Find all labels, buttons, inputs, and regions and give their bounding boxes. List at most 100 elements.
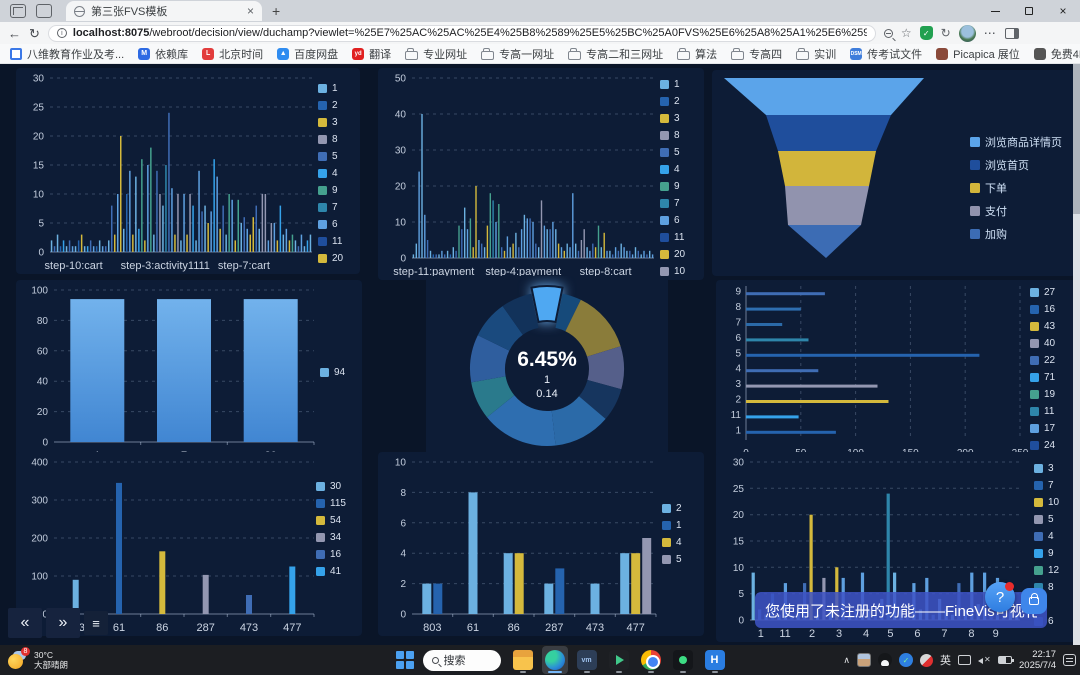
legend-item[interactable]: 27 (1030, 284, 1074, 301)
legend-item[interactable]: 3 (660, 110, 702, 127)
legend-item[interactable]: 1 (318, 80, 358, 97)
legend-item[interactable]: 17 (1030, 420, 1074, 437)
legend-item[interactable]: 10 (1034, 494, 1074, 511)
legend-item[interactable]: 71 (1030, 369, 1074, 386)
bookmark-item[interactable]: yd 翻译 (352, 46, 391, 62)
bookmark-item[interactable]: M 依赖库 (138, 46, 188, 62)
minimize-button[interactable] (978, 0, 1012, 22)
bookmark-item[interactable]: 专高一网址 (481, 46, 554, 62)
legend-item[interactable]: 115 (316, 495, 360, 512)
funnel-legend-item[interactable]: 下单 (970, 176, 1062, 199)
tab-close-icon[interactable]: × (246, 4, 254, 18)
bookmark-item[interactable]: Picapica 展位 (936, 46, 1020, 62)
legend-item[interactable]: 7 (318, 199, 358, 216)
legend-item[interactable]: 9 (318, 182, 358, 199)
tray-app-icon[interactable] (920, 653, 934, 667)
start-button[interactable] (396, 651, 414, 669)
legend-item[interactable]: 41 (316, 563, 360, 580)
edge-taskbar-button[interactable] (541, 646, 568, 674)
volume-muted-icon[interactable] (978, 655, 991, 666)
file-explorer-taskbar-button[interactable] (510, 646, 536, 674)
legend-item[interactable]: 6 (660, 212, 702, 229)
bookmark-item[interactable]: 免费4K高清壁纸-电... (1033, 46, 1080, 62)
legend-item[interactable]: 5 (318, 148, 358, 165)
legend-item[interactable]: 4 (1034, 528, 1074, 545)
back-icon[interactable]: ← (8, 25, 21, 41)
legend-item[interactable]: 5 (662, 551, 702, 568)
legend-item[interactable]: 20 (318, 250, 358, 267)
address-bar[interactable]: i localhost:8075/webroot/decision/view/d… (47, 24, 876, 42)
legend-item[interactable]: 8 (318, 131, 358, 148)
bookmark-item[interactable]: 专高四 (731, 46, 782, 62)
profile-avatar[interactable] (958, 24, 976, 42)
legend-item[interactable]: 11 (1030, 403, 1074, 420)
legend-item[interactable]: 9 (1034, 545, 1074, 562)
funnel-legend-item[interactable]: 浏览商品详情页 (970, 130, 1062, 153)
battery-icon[interactable] (998, 656, 1015, 664)
security-shield-icon[interactable]: ✓ (899, 653, 914, 667)
zoom-out-icon[interactable] (883, 28, 893, 38)
legend-item[interactable]: 1 (662, 517, 702, 534)
legend-item[interactable]: 4 (660, 161, 702, 178)
remote-app-taskbar-button[interactable] (606, 646, 632, 674)
dev-tool-taskbar-button[interactable] (670, 646, 696, 674)
hbuilder-taskbar-button[interactable]: H (702, 646, 728, 674)
maximize-button[interactable] (1012, 0, 1046, 22)
ime-language-indicator[interactable]: 英 (940, 655, 952, 667)
funnel-legend-item[interactable]: 支付 (970, 199, 1062, 222)
legend-item[interactable]: 12 (1034, 562, 1074, 579)
tray-expand-icon[interactable]: ∧ (843, 654, 851, 665)
legend-item[interactable]: 3 (318, 114, 358, 131)
bookmark-item[interactable]: L 北京时间 (202, 46, 263, 62)
site-info-icon[interactable]: i (56, 28, 67, 38)
legend-item[interactable]: 8 (1034, 579, 1074, 596)
funnel-legend-item[interactable]: 加购 (970, 222, 1062, 245)
legend-item[interactable]: 1 (660, 76, 702, 93)
next-page-button[interactable]: » (46, 608, 80, 638)
bookmark-item[interactable]: ▲ 百度网盘 (277, 46, 338, 62)
legend-item[interactable]: 24 (1030, 437, 1074, 454)
legend-item[interactable]: 5 (1034, 511, 1074, 528)
legend-item[interactable]: 4 (662, 534, 702, 551)
previous-page-button[interactable]: « (8, 608, 42, 638)
extension-sync-icon[interactable]: ↻ (940, 26, 951, 40)
legend-item[interactable]: 10 (660, 263, 702, 280)
bookmark-item[interactable]: 专高二和三网址 (568, 46, 663, 62)
tray-avatar-icon[interactable] (857, 653, 872, 667)
sidebar-panel-icon[interactable] (1004, 27, 1019, 39)
scrollbar-thumb[interactable] (1073, 64, 1080, 214)
taskbar-search[interactable]: 搜索 (422, 649, 501, 671)
legend-item[interactable]: 30 (316, 478, 360, 495)
taskbar-weather-widget[interactable]: 8 30°C 大部晴朗 (8, 647, 68, 670)
legend-item[interactable]: 20 (660, 246, 702, 263)
vmware-taskbar-button[interactable]: vm (574, 646, 600, 674)
browser-tab[interactable]: 第三张FVS模板 × (66, 1, 262, 21)
legend-item[interactable]: 2 (318, 97, 358, 114)
legend-item[interactable]: 22 (1030, 352, 1074, 369)
bookmark-item[interactable]: 实训 (796, 46, 836, 62)
page-scrollbar[interactable] (1073, 64, 1080, 645)
bookmark-item[interactable]: DSM 传考试文件 (850, 46, 922, 62)
legend-item[interactable]: 4 (318, 165, 358, 182)
legend-item[interactable]: 6 (318, 216, 358, 233)
legend-item[interactable]: 94 (320, 364, 360, 381)
legend-item[interactable]: 7 (1034, 477, 1074, 494)
legend-item[interactable]: 19 (1030, 386, 1074, 403)
legend-item[interactable]: 16 (316, 546, 360, 563)
help-badge-button[interactable]: ? (985, 582, 1015, 612)
bookmark-item[interactable]: 专业网址 (405, 46, 467, 62)
legend-item[interactable]: 9 (660, 178, 702, 195)
new-tab-button[interactable]: + (272, 3, 281, 19)
legend-item[interactable]: 2 (660, 93, 702, 110)
notification-center-icon[interactable] (1063, 654, 1076, 666)
legend-item[interactable]: 43 (1030, 318, 1074, 335)
close-button[interactable]: × (1059, 4, 1067, 18)
reload-icon[interactable]: ↻ (29, 25, 40, 41)
legend-item[interactable]: 34 (316, 529, 360, 546)
legend-item[interactable]: 3 (1034, 460, 1074, 477)
favorite-star-icon[interactable]: ☆ (900, 26, 912, 40)
bookmark-item[interactable]: 八维教育作业及考... (10, 46, 124, 62)
funnel-legend-item[interactable]: 浏览首页 (970, 153, 1062, 176)
menu-dots-icon[interactable]: ⋯ (983, 26, 997, 40)
legend-item[interactable]: 8 (660, 127, 702, 144)
